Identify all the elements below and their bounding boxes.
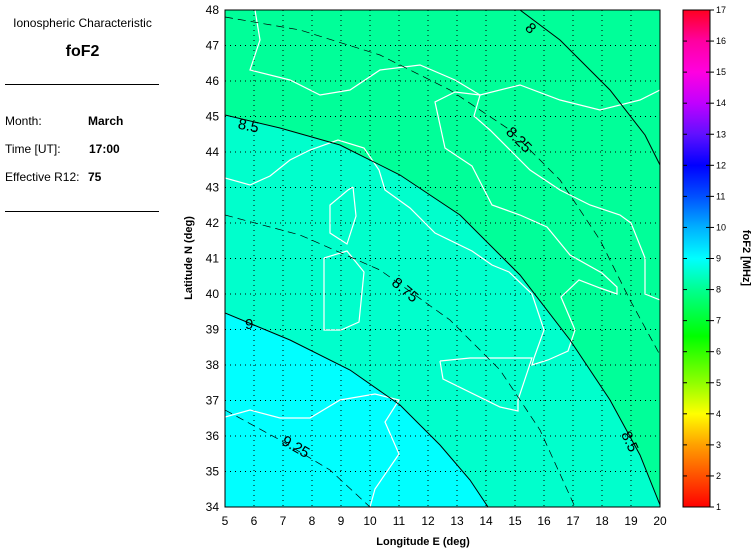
x-tick-label: 20 bbox=[653, 514, 667, 528]
x-tick-label: 19 bbox=[624, 514, 638, 528]
x-axis-label: Longitude E (deg) bbox=[376, 536, 470, 548]
region-below-8-5 bbox=[225, 10, 660, 505]
colorbar-tick-label: 7 bbox=[716, 316, 721, 326]
time-value: 17:00 bbox=[89, 142, 120, 156]
contour-label-9: 9 bbox=[245, 316, 253, 333]
y-tick-label: 45 bbox=[206, 110, 220, 124]
x-tick-label: 14 bbox=[479, 514, 493, 528]
r12-label: Effective R12: bbox=[5, 170, 80, 184]
y-tick-label: 37 bbox=[206, 394, 220, 408]
region-above-9 bbox=[225, 313, 488, 507]
colorbar-label: foF2 [MHz] bbox=[740, 230, 752, 287]
y-tick-label: 40 bbox=[206, 287, 220, 301]
colorbar-tick-label: 2 bbox=[716, 471, 721, 481]
contour-9-25 bbox=[225, 409, 371, 507]
y-tick-label: 43 bbox=[206, 181, 220, 195]
colorbar-tick-label: 8 bbox=[716, 285, 721, 295]
x-tick-label: 9 bbox=[338, 514, 345, 528]
colorbar bbox=[682, 9, 711, 508]
y-tick-label: 46 bbox=[206, 74, 220, 88]
y-tick-label: 42 bbox=[206, 216, 220, 230]
x-tick-label: 5 bbox=[222, 514, 229, 528]
characteristic-name: foF2 bbox=[65, 43, 100, 60]
colorbar-tick-label: 17 bbox=[716, 5, 726, 15]
colorbar-tick-label: 5 bbox=[716, 378, 721, 388]
coastline-sicily bbox=[439, 357, 533, 412]
divider bbox=[5, 84, 159, 85]
colorbar-tick-label: 4 bbox=[716, 409, 721, 419]
colorbar-tick-label: 12 bbox=[716, 160, 726, 170]
month-label: Month: bbox=[5, 114, 42, 128]
x-tick-label: 16 bbox=[537, 514, 551, 528]
colorbar-tick-label: 6 bbox=[716, 347, 721, 357]
border-balkans bbox=[479, 84, 660, 111]
colorbar-tick-label: 9 bbox=[716, 254, 721, 264]
y-tick-label: 44 bbox=[206, 145, 220, 159]
r12-value: 75 bbox=[88, 170, 102, 184]
y-tick-label: 38 bbox=[206, 358, 220, 372]
x-tick-label: 10 bbox=[363, 514, 377, 528]
colorbar-tick-label: 11 bbox=[716, 191, 725, 201]
colorbar-tick-label: 10 bbox=[716, 222, 726, 232]
y-tick-label: 47 bbox=[206, 39, 220, 53]
x-tick-label: 11 bbox=[393, 514, 406, 528]
time-label: Time [UT]: bbox=[5, 142, 61, 156]
coastline-italy-adriatic bbox=[225, 91, 660, 366]
colorbar-tick-label: 13 bbox=[716, 129, 726, 139]
coastline-sardinia bbox=[323, 250, 365, 331]
y-axis-label: Latitude N (deg) bbox=[183, 216, 195, 300]
y-tick-label: 34 bbox=[206, 500, 220, 514]
divider bbox=[5, 211, 159, 212]
contour-9 bbox=[225, 312, 489, 507]
x-tick-label: 8 bbox=[309, 514, 316, 528]
border-north bbox=[249, 10, 481, 96]
y-tick-label: 48 bbox=[206, 3, 220, 17]
x-tick-label: 18 bbox=[595, 514, 609, 528]
y-tick-label: 36 bbox=[206, 429, 220, 443]
y-tick-label: 39 bbox=[206, 323, 220, 337]
coastlines bbox=[225, 10, 660, 507]
contours bbox=[225, 10, 660, 507]
colorbar-tick-label: 15 bbox=[716, 67, 726, 77]
contour-8-5 bbox=[225, 114, 660, 506]
colorbar-tick-label: 3 bbox=[716, 440, 721, 450]
panel-title: Ionospheric Characteristic bbox=[13, 16, 152, 30]
y-tick-label: 35 bbox=[206, 465, 220, 479]
coastline-corsica bbox=[329, 186, 357, 245]
contour-label-8-5: 8.5 bbox=[236, 116, 260, 137]
axes: 5 6 7 8 9 10 11 12 13 14 15 16 17 18 19 20 34 35 36 37 38 39 4… bbox=[206, 3, 667, 528]
contour-8-75 bbox=[225, 214, 576, 507]
x-tick-label: 7 bbox=[280, 514, 287, 528]
x-tick-label: 12 bbox=[421, 514, 435, 528]
colorbar-tick-label: 16 bbox=[716, 36, 726, 46]
x-tick-label: 13 bbox=[450, 514, 464, 528]
x-tick-label: 17 bbox=[566, 514, 580, 528]
contour-8-25 bbox=[225, 16, 660, 356]
contour-8 bbox=[519, 10, 660, 166]
colorbar-tick-label: 1 bbox=[716, 502, 721, 512]
coastline-north-africa bbox=[225, 393, 400, 507]
x-tick-label: 15 bbox=[508, 514, 522, 528]
x-tick-label: 6 bbox=[251, 514, 258, 528]
y-tick-label: 41 bbox=[206, 252, 220, 266]
colorbar-tick-label: 14 bbox=[716, 98, 726, 108]
month-value: March bbox=[88, 114, 124, 128]
plot-frame bbox=[224, 9, 661, 508]
